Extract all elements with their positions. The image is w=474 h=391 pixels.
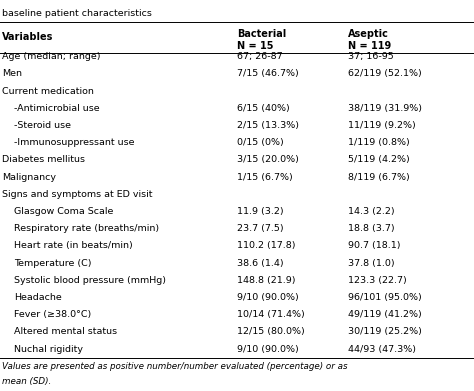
Text: Glasgow Coma Scale: Glasgow Coma Scale <box>14 207 114 216</box>
Text: baseline patient characteristics: baseline patient characteristics <box>2 9 152 18</box>
Text: 67; 26-87: 67; 26-87 <box>237 52 283 61</box>
Text: 1/119 (0.8%): 1/119 (0.8%) <box>348 138 410 147</box>
Text: 8/119 (6.7%): 8/119 (6.7%) <box>348 172 410 182</box>
Text: 5/119 (4.2%): 5/119 (4.2%) <box>348 155 410 165</box>
Text: 110.2 (17.8): 110.2 (17.8) <box>237 241 295 251</box>
Text: -Antimicrobial use: -Antimicrobial use <box>14 104 100 113</box>
Text: Diabetes mellitus: Diabetes mellitus <box>2 155 85 165</box>
Text: Altered mental status: Altered mental status <box>14 327 118 337</box>
Text: Temperature (C): Temperature (C) <box>14 258 92 268</box>
Text: Variables: Variables <box>2 32 54 42</box>
Text: Current medication: Current medication <box>2 86 94 96</box>
Text: 96/101 (95.0%): 96/101 (95.0%) <box>348 293 422 302</box>
Text: 148.8 (21.9): 148.8 (21.9) <box>237 276 295 285</box>
Text: Respiratory rate (breaths/min): Respiratory rate (breaths/min) <box>14 224 159 233</box>
Text: Nuchal rigidity: Nuchal rigidity <box>14 344 83 354</box>
Text: 44/93 (47.3%): 44/93 (47.3%) <box>348 344 416 354</box>
Text: 38.6 (1.4): 38.6 (1.4) <box>237 258 283 268</box>
Text: Headache: Headache <box>14 293 62 302</box>
Text: 90.7 (18.1): 90.7 (18.1) <box>348 241 401 251</box>
Text: 14.3 (2.2): 14.3 (2.2) <box>348 207 395 216</box>
Text: 0/15 (0%): 0/15 (0%) <box>237 138 284 147</box>
Text: N = 119: N = 119 <box>348 41 392 51</box>
Text: N = 15: N = 15 <box>237 41 273 51</box>
Text: Aseptic: Aseptic <box>348 29 389 39</box>
Text: 7/15 (46.7%): 7/15 (46.7%) <box>237 69 299 79</box>
Text: 9/10 (90.0%): 9/10 (90.0%) <box>237 344 299 354</box>
Text: 37.8 (1.0): 37.8 (1.0) <box>348 258 395 268</box>
Text: 11/119 (9.2%): 11/119 (9.2%) <box>348 121 416 130</box>
Text: 3/15 (20.0%): 3/15 (20.0%) <box>237 155 299 165</box>
Text: mean (SD).: mean (SD). <box>2 377 52 386</box>
Text: 10/14 (71.4%): 10/14 (71.4%) <box>237 310 305 319</box>
Text: 9/10 (90.0%): 9/10 (90.0%) <box>237 293 299 302</box>
Text: 12/15 (80.0%): 12/15 (80.0%) <box>237 327 305 337</box>
Text: 123.3 (22.7): 123.3 (22.7) <box>348 276 407 285</box>
Text: Heart rate (in beats/min): Heart rate (in beats/min) <box>14 241 133 251</box>
Text: -Immunosuppressant use: -Immunosuppressant use <box>14 138 135 147</box>
Text: 30/119 (25.2%): 30/119 (25.2%) <box>348 327 422 337</box>
Text: 18.8 (3.7): 18.8 (3.7) <box>348 224 395 233</box>
Text: -Steroid use: -Steroid use <box>14 121 71 130</box>
Text: 2/15 (13.3%): 2/15 (13.3%) <box>237 121 299 130</box>
Text: 23.7 (7.5): 23.7 (7.5) <box>237 224 283 233</box>
Text: Fever (≥38.0°C): Fever (≥38.0°C) <box>14 310 91 319</box>
Text: 6/15 (40%): 6/15 (40%) <box>237 104 290 113</box>
Text: 37; 16-95: 37; 16-95 <box>348 52 394 61</box>
Text: Systolic blood pressure (mmHg): Systolic blood pressure (mmHg) <box>14 276 166 285</box>
Text: Values are presented as positive number/number evaluated (percentage) or as: Values are presented as positive number/… <box>2 362 348 371</box>
Text: 49/119 (41.2%): 49/119 (41.2%) <box>348 310 422 319</box>
Text: 62/119 (52.1%): 62/119 (52.1%) <box>348 69 422 79</box>
Text: Malignancy: Malignancy <box>2 172 56 182</box>
Text: 11.9 (3.2): 11.9 (3.2) <box>237 207 283 216</box>
Text: 38/119 (31.9%): 38/119 (31.9%) <box>348 104 422 113</box>
Text: Bacterial: Bacterial <box>237 29 286 39</box>
Text: Age (median; range): Age (median; range) <box>2 52 101 61</box>
Text: Men: Men <box>2 69 22 79</box>
Text: 1/15 (6.7%): 1/15 (6.7%) <box>237 172 293 182</box>
Text: Signs and symptoms at ED visit: Signs and symptoms at ED visit <box>2 190 153 199</box>
